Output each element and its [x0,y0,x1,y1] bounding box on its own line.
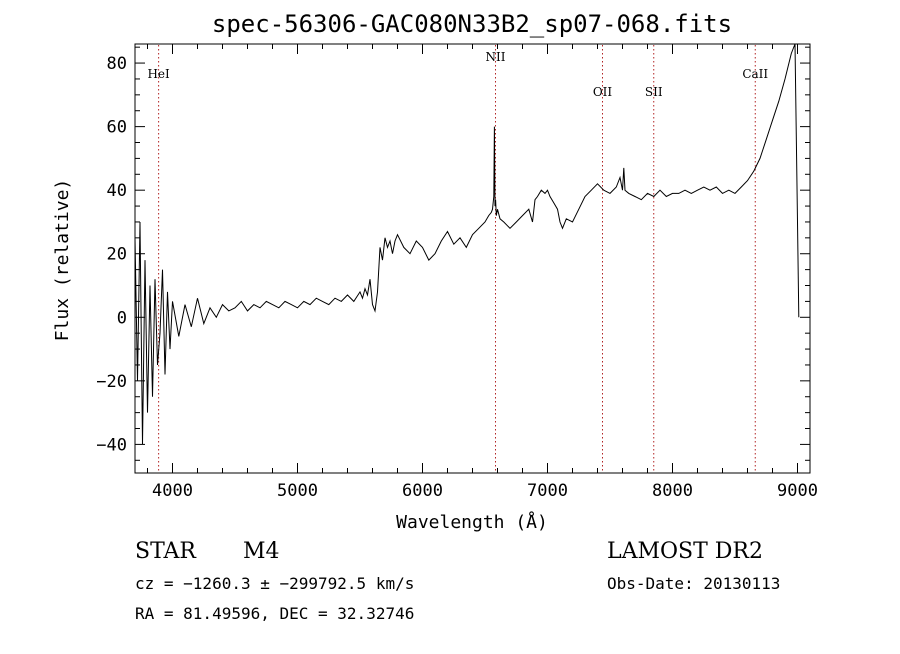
x-tick-label: 6000 [402,481,443,501]
survey-name: LAMOST DR2 [607,539,763,564]
chart-title: spec-56306-GAC080N33B2_sp07-068.fits [212,10,732,38]
x-tick-label: 5000 [277,481,318,501]
y-axis-ticks: −40 −20 0 20 40 60 80 [96,46,810,461]
object-subclass: M4 [243,539,280,564]
y-tick-label: 80 [107,54,127,74]
y-axis-label: Flux (relative) [52,179,73,342]
y-tick-label: 60 [107,118,127,138]
object-class: STAR [135,539,197,564]
spectral-line-label: NII [486,50,506,64]
spectral-line-label: HeI [147,67,170,81]
x-axis-label: Wavelength (Å) [396,511,548,533]
obs-date: Obs-Date: 20130113 [607,574,780,593]
x-tick-label: 9000 [777,481,818,501]
y-tick-label: 0 [117,308,127,328]
y-tick-label: 20 [107,245,127,265]
x-tick-label: 7000 [527,481,568,501]
x-tick-label: 4000 [152,481,193,501]
coordinates: RA = 81.49596, DEC = 32.32746 [135,604,414,623]
y-tick-label: −20 [96,372,127,392]
spectrum-series-line [134,43,800,445]
redshift-line: cz = −1260.3 ± −299792.5 km/s [135,574,414,593]
y-tick-label: 40 [107,181,127,201]
spectral-line-label: SII [645,85,663,99]
x-axis-ticks: 4000 5000 6000 7000 8000 9000 [147,44,818,501]
x-tick-label: 8000 [652,481,693,501]
spectral-line-label: CaII [742,67,768,81]
y-tick-label: −40 [96,435,127,455]
spectral-line-markers: HeI NII OII SII CaII [147,45,768,472]
plot-frame [134,43,811,474]
spectral-line-label: OII [593,85,613,99]
